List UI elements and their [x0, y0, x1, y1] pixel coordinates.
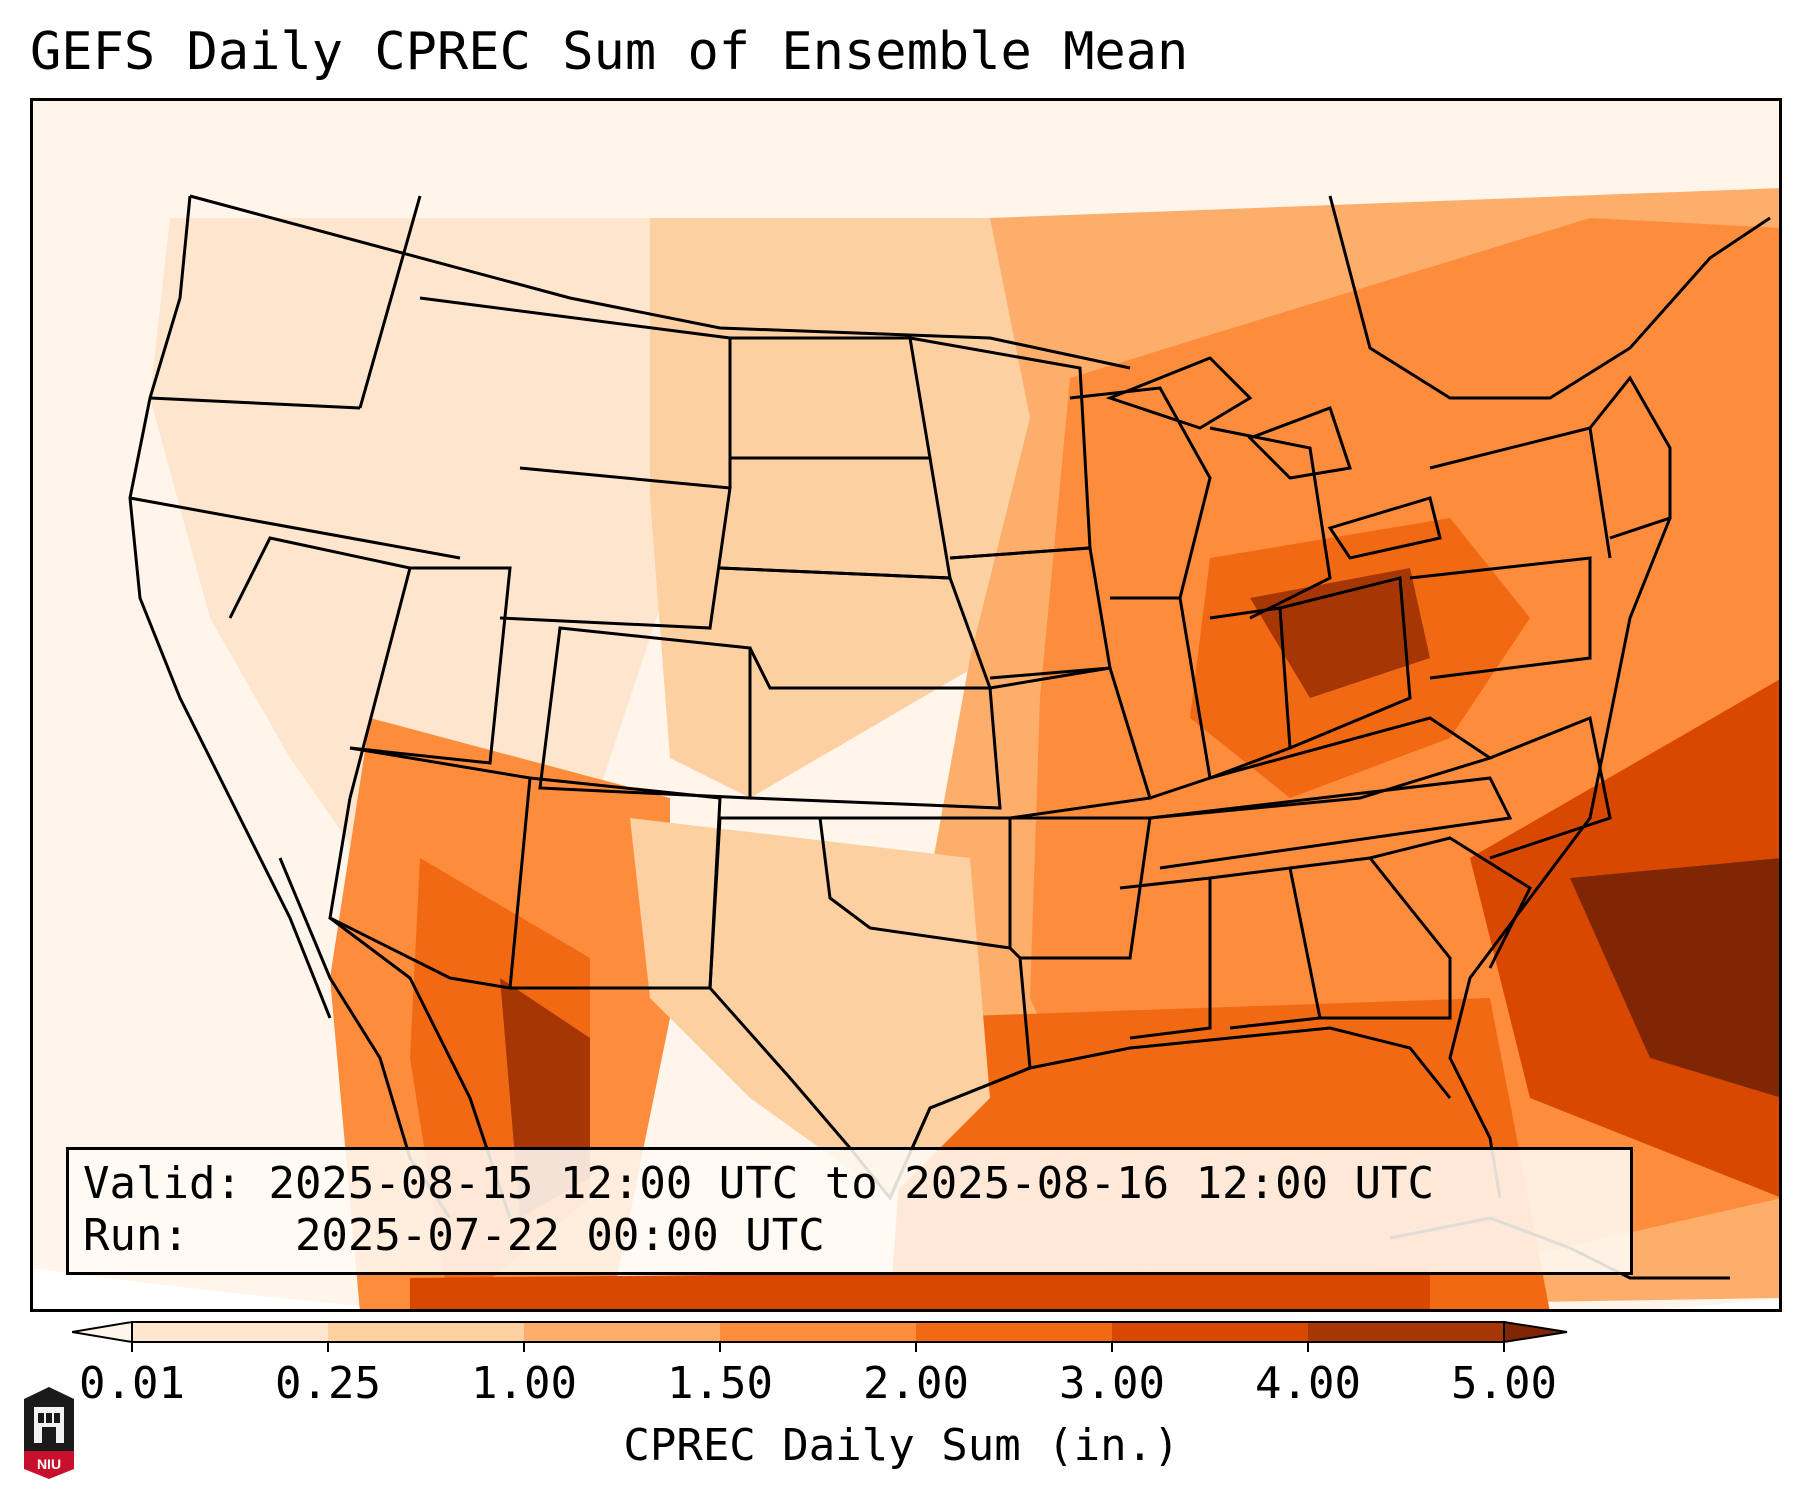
colorbar-tick-label: 0.25 [275, 1358, 381, 1409]
state-boundaries [128, 194, 1771, 1280]
precip-shading [150, 188, 1782, 1312]
colorbar-tick-label: 1.50 [667, 1358, 773, 1409]
colorbar-segment [720, 1322, 917, 1342]
colorbar-segment [1308, 1322, 1505, 1342]
run-label: Run: [83, 1210, 189, 1261]
colorbar-tick-label: 0.01 [79, 1358, 185, 1409]
colorbar-under-arrow [71, 1320, 133, 1344]
map-border [30, 98, 1782, 1312]
colorbar-segment [524, 1322, 721, 1342]
colorbar-tick-label: 5.00 [1451, 1358, 1557, 1409]
valid-label: Valid: [83, 1158, 242, 1209]
valid-time: 2025-08-15 12:00 UTC to 2025-08-16 12:00… [268, 1158, 1435, 1209]
colorbar-tick-label: 4.00 [1255, 1358, 1361, 1409]
colorbar-segment [132, 1322, 329, 1342]
colorbar-segment [1112, 1322, 1309, 1342]
colorbar-tick-label: 3.00 [1059, 1358, 1165, 1409]
colorbar-tick-label: 1.00 [471, 1358, 577, 1409]
colorbar-tick-label: 2.00 [863, 1358, 969, 1409]
colorbar-label: CPREC Daily Sum (in.) [623, 1420, 1180, 1471]
colorbar: 0.01 0.25 1.00 1.50 2.00 3.00 4.00 5.00 [71, 1318, 1737, 1438]
niu-logo: NIU [20, 1385, 78, 1481]
colorbar-segment [328, 1322, 525, 1342]
colorbar-over-arrow [1503, 1320, 1568, 1344]
svg-text:NIU: NIU [37, 1456, 61, 1472]
precipitation-map [30, 98, 1782, 1312]
colorbar-segment [916, 1322, 1113, 1342]
run-time: 2025-07-22 00:00 UTC [294, 1210, 825, 1261]
map-title: GEFS Daily CPREC Sum of Ensemble Mean [30, 22, 1189, 82]
run-info-box: Valid: 2025-08-15 12:00 UTC to 2025-08-1… [66, 1147, 1633, 1275]
